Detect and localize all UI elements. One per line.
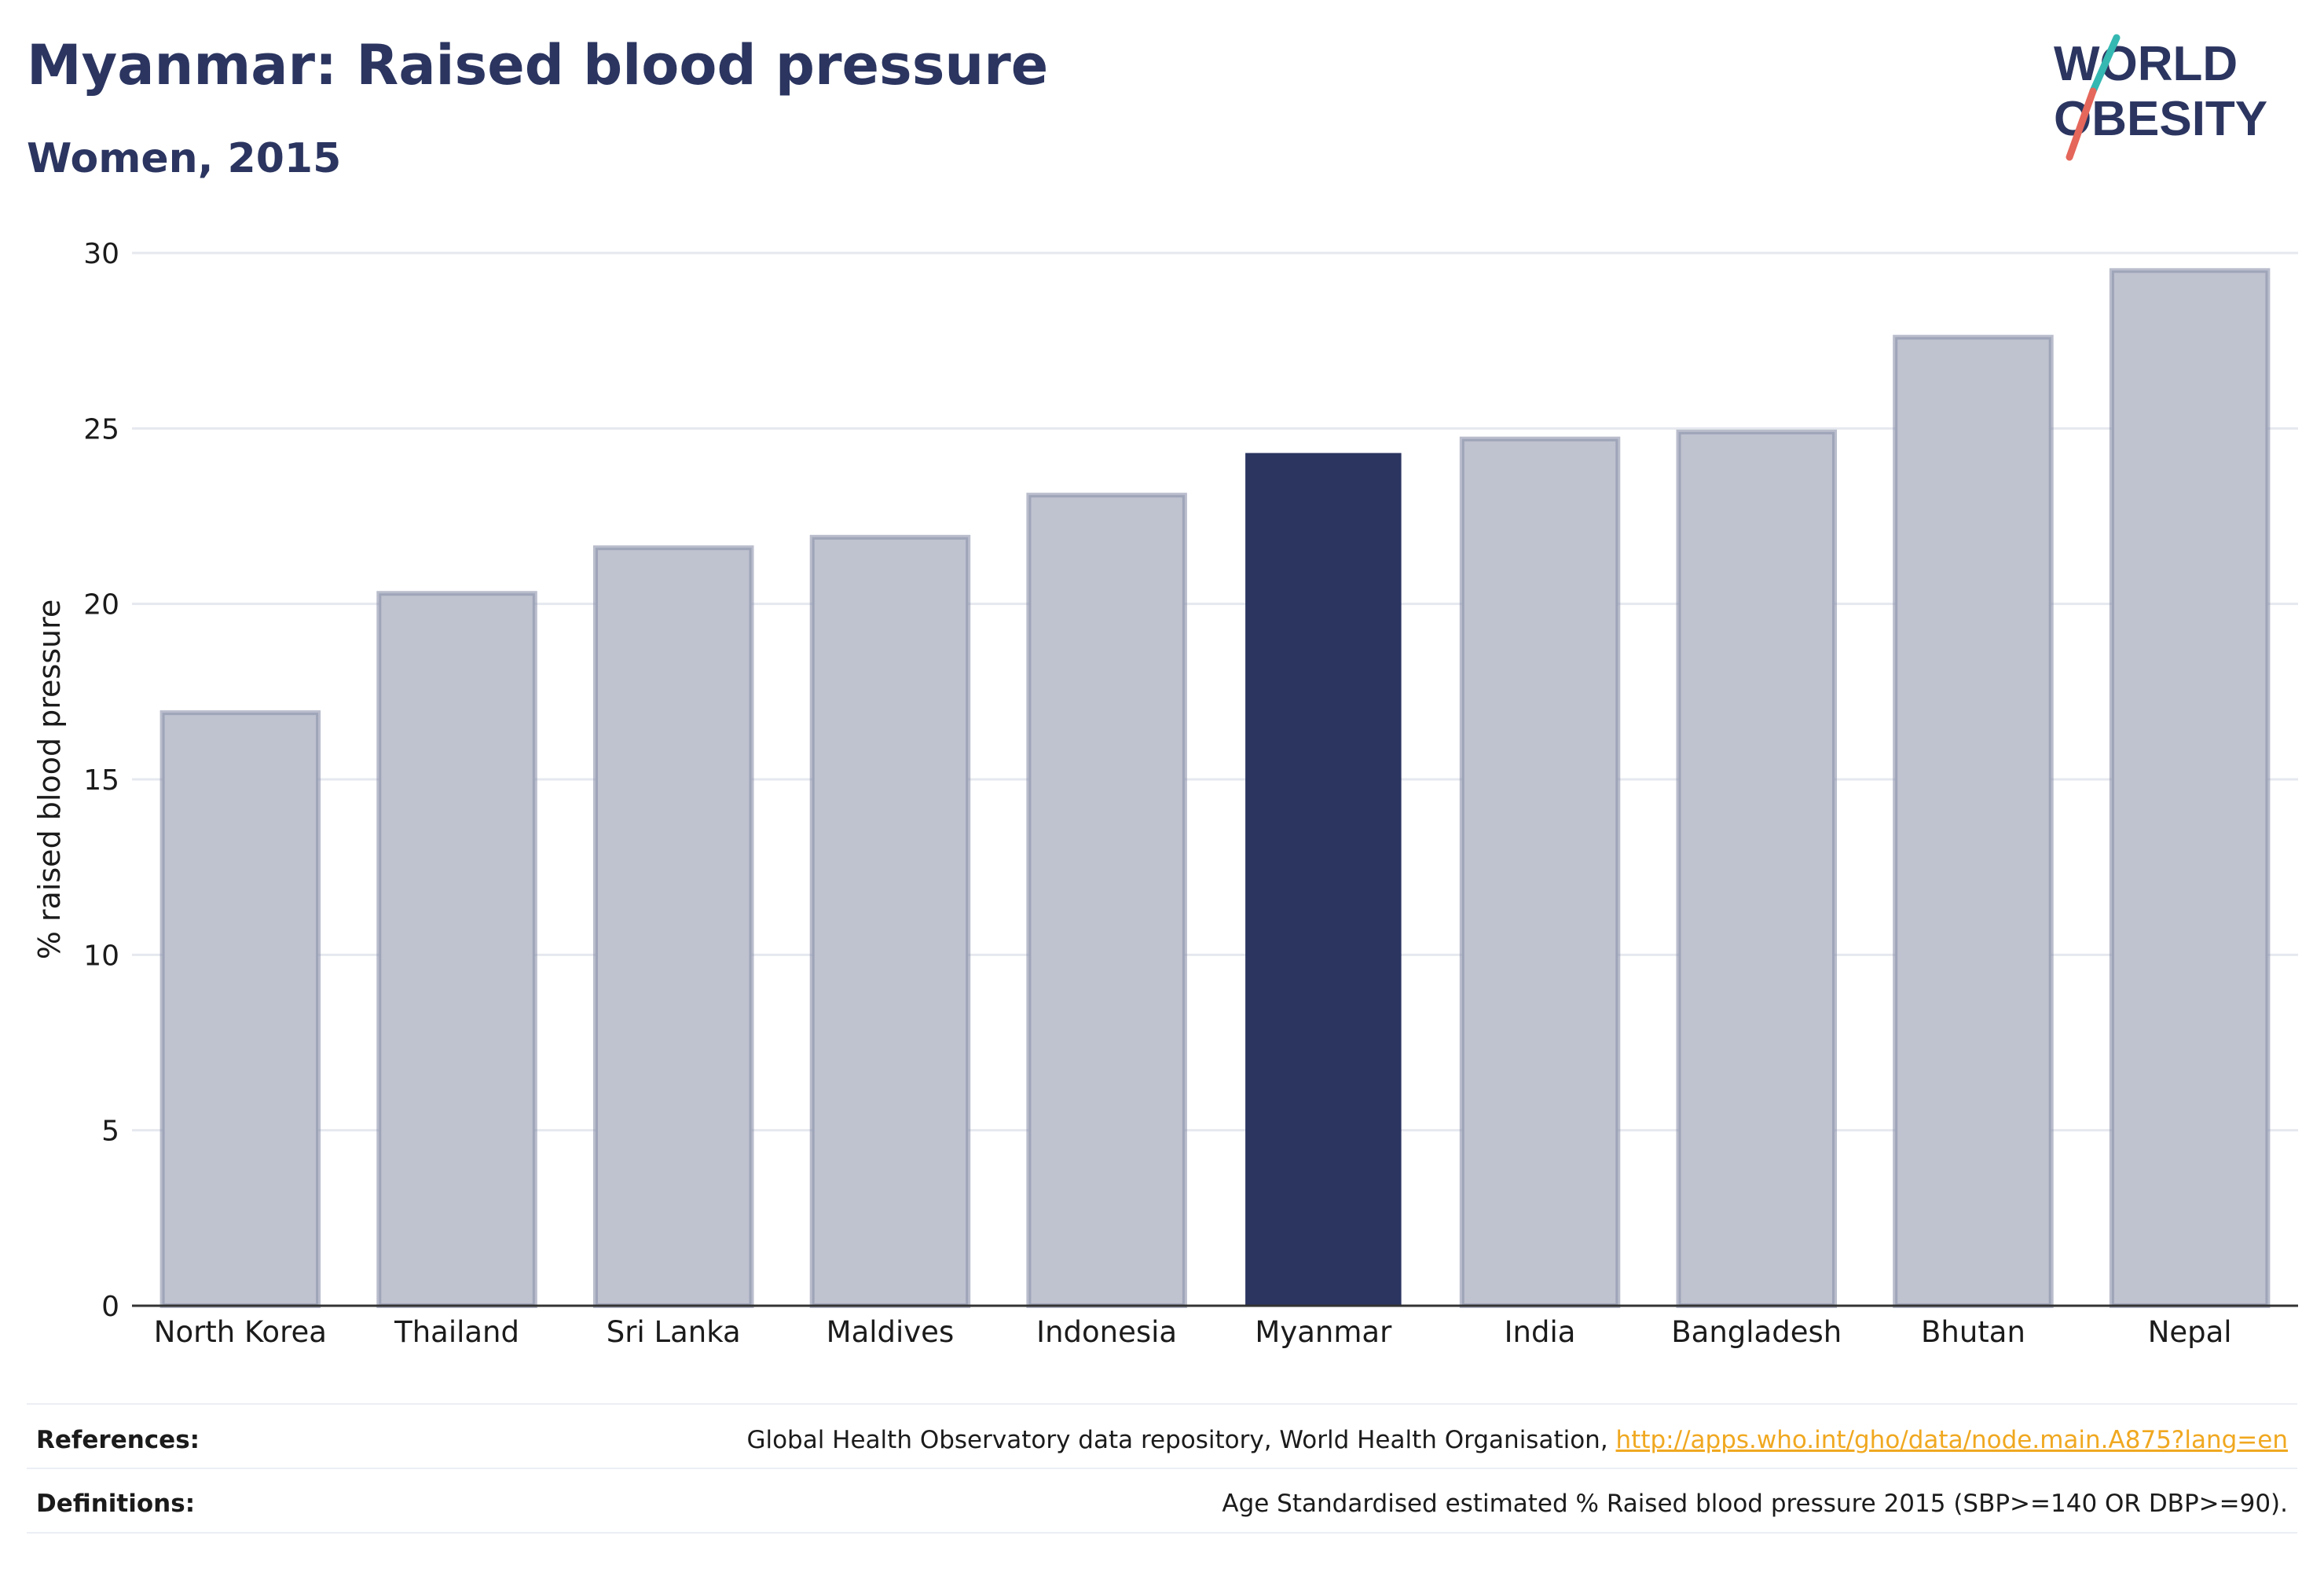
y-tick-label: 25	[83, 413, 119, 445]
footer-divider-middle	[27, 1468, 2297, 1469]
bar-sri-lanka	[592, 545, 754, 1308]
x-axis-labels: North Korea Thailand Sri Lanka Maldives Indo…	[154, 1315, 2232, 1349]
bar-maldives	[809, 534, 971, 1308]
x-tick-label: Nepal	[2148, 1315, 2232, 1349]
definitions-label: Definitions:	[36, 1490, 196, 1518]
x-tick-label: Indonesia	[1036, 1315, 1177, 1349]
references-label: References:	[36, 1426, 200, 1454]
logo-slash-coral	[2066, 87, 2097, 161]
y-tick-label: 10	[83, 940, 119, 972]
footer-divider-top	[27, 1403, 2297, 1405]
x-tick-label: Sri Lanka	[607, 1315, 741, 1349]
chart-title: Myanmar: Raised blood pressure	[27, 33, 1049, 97]
logo-line-1: WORLD	[2054, 37, 2238, 91]
x-tick-label: Maldives	[827, 1315, 955, 1349]
bar-indonesia	[1026, 493, 1187, 1309]
footer-divider-bottom	[27, 1532, 2297, 1534]
definitions-text: Age Standardised estimated % Raised bloo…	[1222, 1490, 2288, 1518]
logo-slash-teal	[2089, 34, 2121, 95]
references-link[interactable]: http://apps.who.int/gho/data/node.main.A…	[1615, 1426, 2288, 1454]
y-tick-label: 20	[83, 589, 119, 621]
x-tick-label: Bangladesh	[1671, 1315, 1842, 1349]
references-text: Global Health Observatory data repositor…	[746, 1426, 2288, 1454]
bars	[159, 268, 2271, 1309]
world-obesity-logo: WORLD OBESITY	[2054, 34, 2267, 161]
y-tick-label: 5	[101, 1116, 119, 1148]
bar-north-korea	[159, 710, 321, 1308]
x-tick-label: North Korea	[154, 1315, 327, 1349]
y-tick-label: 30	[83, 238, 119, 270]
bar-bangladesh	[1676, 429, 1838, 1308]
references-source: Global Health Observatory data repositor…	[746, 1426, 1616, 1454]
bar-myanmar	[1245, 453, 1402, 1306]
y-tick-label: 0	[101, 1291, 119, 1323]
y-axis-label: % raised blood pressure	[32, 599, 67, 960]
x-tick-label: Myanmar	[1255, 1315, 1392, 1349]
bar-bhutan	[1893, 335, 2054, 1309]
y-tick-label: 15	[83, 764, 119, 797]
bar-thailand	[376, 591, 537, 1308]
bar-nepal	[2109, 268, 2271, 1308]
bar-india	[1459, 436, 1621, 1309]
chart-subtitle: Women, 2015	[27, 135, 342, 182]
x-tick-label: Thailand	[394, 1315, 519, 1349]
y-axis-ticks: 0 5 10 15 20 25 30	[83, 238, 119, 1323]
x-tick-label: Bhutan	[1921, 1315, 2025, 1349]
x-tick-label: India	[1505, 1315, 1576, 1349]
bar-chart: 0 5 10 15 20 25 30 North Korea Thailand Sri Lank…	[32, 238, 2298, 1349]
